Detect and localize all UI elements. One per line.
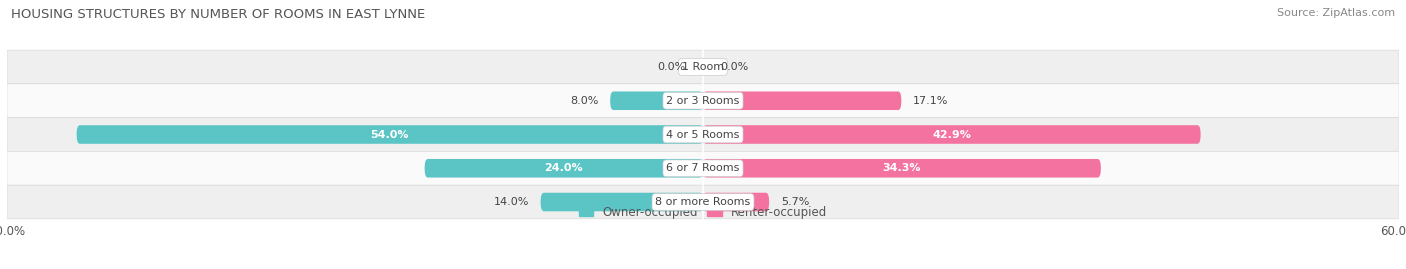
Text: 8 or more Rooms: 8 or more Rooms [655,197,751,207]
Text: 54.0%: 54.0% [371,129,409,140]
FancyBboxPatch shape [703,125,1201,144]
FancyBboxPatch shape [540,193,703,211]
Text: Source: ZipAtlas.com: Source: ZipAtlas.com [1277,8,1395,18]
FancyBboxPatch shape [610,91,703,110]
Text: 1 Room: 1 Room [682,62,724,72]
FancyBboxPatch shape [7,151,1399,185]
Text: 17.1%: 17.1% [912,96,948,106]
Text: 14.0%: 14.0% [494,197,529,207]
FancyBboxPatch shape [703,91,901,110]
FancyBboxPatch shape [76,125,703,144]
FancyBboxPatch shape [703,193,769,211]
FancyBboxPatch shape [7,50,1399,84]
Text: 24.0%: 24.0% [544,163,583,173]
Text: HOUSING STRUCTURES BY NUMBER OF ROOMS IN EAST LYNNE: HOUSING STRUCTURES BY NUMBER OF ROOMS IN… [11,8,426,21]
Text: 2 or 3 Rooms: 2 or 3 Rooms [666,96,740,106]
Text: 0.0%: 0.0% [720,62,748,72]
Text: 6 or 7 Rooms: 6 or 7 Rooms [666,163,740,173]
Text: 34.3%: 34.3% [883,163,921,173]
FancyBboxPatch shape [425,159,703,178]
FancyBboxPatch shape [7,118,1399,151]
Text: 0.0%: 0.0% [658,62,686,72]
FancyBboxPatch shape [7,84,1399,118]
Legend: Owner-occupied, Renter-occupied: Owner-occupied, Renter-occupied [574,201,832,223]
Text: 5.7%: 5.7% [780,197,808,207]
Text: 42.9%: 42.9% [932,129,972,140]
Text: 8.0%: 8.0% [571,96,599,106]
FancyBboxPatch shape [7,185,1399,219]
FancyBboxPatch shape [703,159,1101,178]
Text: 4 or 5 Rooms: 4 or 5 Rooms [666,129,740,140]
